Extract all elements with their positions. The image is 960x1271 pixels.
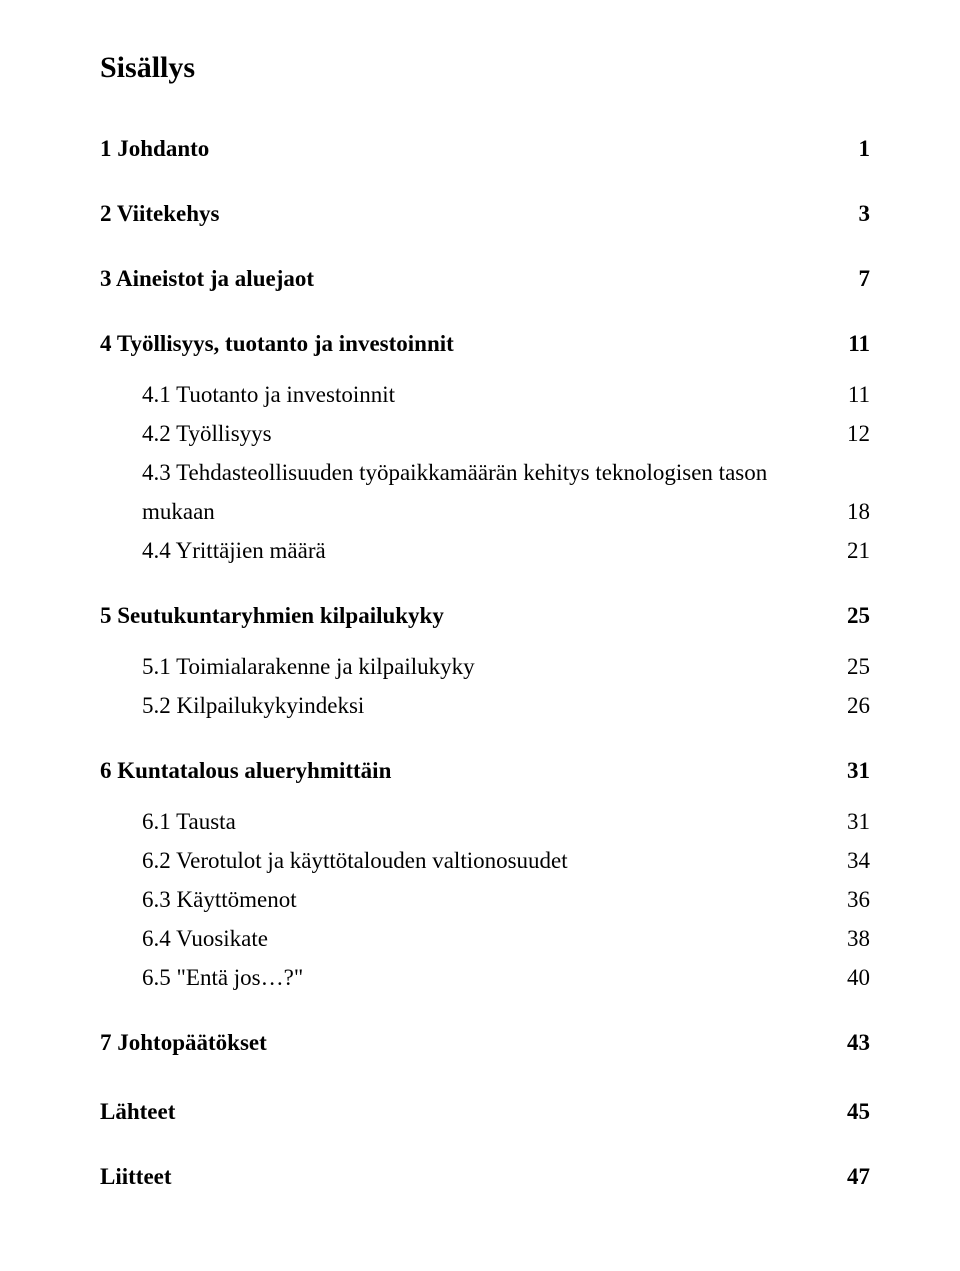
- toc-page: 3: [830, 198, 870, 229]
- page-title: Sisällys: [100, 48, 870, 89]
- toc-label: 6 Kuntatalous alueryhmittäin: [100, 755, 830, 786]
- toc-label: 5.2 Kilpailukykyindeksi: [100, 690, 830, 721]
- toc-entry-2: 2 Viitekehys 3: [100, 198, 870, 229]
- toc-entry-3: 3 Aineistot ja aluejaot 7: [100, 263, 870, 294]
- toc-subentry-6-3: 6.3 Käyttömenot 36: [100, 884, 870, 915]
- toc-label: 6.4 Vuosikate: [100, 923, 830, 954]
- toc-label: 1 Johdanto: [100, 133, 830, 164]
- toc-page: 47: [830, 1161, 870, 1192]
- toc-page: 11: [830, 328, 870, 359]
- toc-label: 4.1 Tuotanto ja investoinnit: [100, 379, 830, 410]
- toc-page: 26: [830, 690, 870, 721]
- toc-entry-1: 1 Johdanto 1: [100, 133, 870, 164]
- toc-subentry-4-1: 4.1 Tuotanto ja investoinnit 11: [100, 379, 870, 410]
- toc-label: 4.2 Työllisyys: [100, 418, 830, 449]
- toc-subentry-6-4: 6.4 Vuosikate 38: [100, 923, 870, 954]
- toc-label: Liitteet: [100, 1161, 830, 1192]
- toc-label: 3 Aineistot ja aluejaot: [100, 263, 830, 294]
- toc-entry-4: 4 Työllisyys, tuotanto ja investoinnit 1…: [100, 328, 870, 359]
- toc-label: 6.1 Tausta: [100, 806, 830, 837]
- toc-subentry-5-1: 5.1 Toimialarakenne ja kilpailukyky 25: [100, 651, 870, 682]
- toc-page: 31: [830, 755, 870, 786]
- toc-subentry-6-5: 6.5 "Entä jos…?" 40: [100, 962, 870, 993]
- toc-subentry-5-2: 5.2 Kilpailukykyindeksi 26: [100, 690, 870, 721]
- toc-label: 2 Viitekehys: [100, 198, 830, 229]
- toc-label: Lähteet: [100, 1096, 830, 1127]
- toc-subentry-4-2: 4.2 Työllisyys 12: [100, 418, 870, 449]
- toc-entry-5: 5 Seutukuntaryhmien kilpailukyky 25: [100, 600, 870, 631]
- toc-subentry-4-3-line2: mukaan 18: [100, 496, 870, 527]
- toc-page: 34: [830, 845, 870, 876]
- toc-label: mukaan: [100, 496, 830, 527]
- toc-page: 11: [830, 379, 870, 410]
- toc-label: 7 Johtopäätökset: [100, 1027, 830, 1058]
- toc-page: 40: [830, 962, 870, 993]
- toc-page: 43: [830, 1027, 870, 1058]
- toc-label: 5.1 Toimialarakenne ja kilpailukyky: [100, 651, 830, 682]
- toc-subentry-4-3-line1: 4.3 Tehdasteollisuuden työpaikkamäärän k…: [100, 457, 870, 488]
- toc-subentry-6-1: 6.1 Tausta 31: [100, 806, 870, 837]
- toc-label: 6.5 "Entä jos…?": [100, 962, 830, 993]
- toc-page: 12: [830, 418, 870, 449]
- toc-label: 4 Työllisyys, tuotanto ja investoinnit: [100, 328, 830, 359]
- toc-subentry-4-4: 4.4 Yrittäjien määrä 21: [100, 535, 870, 566]
- toc-entry-lahteet: Lähteet 45: [100, 1096, 870, 1127]
- toc-page: 25: [830, 600, 870, 631]
- toc-page: 1: [830, 133, 870, 164]
- toc-page: 36: [830, 884, 870, 915]
- toc-page: 45: [830, 1096, 870, 1127]
- toc-entry-liitteet: Liitteet 47: [100, 1161, 870, 1192]
- toc-entry-7: 7 Johtopäätökset 43: [100, 1027, 870, 1058]
- toc-page: 18: [830, 496, 870, 527]
- toc-page: 38: [830, 923, 870, 954]
- toc-label: 6.3 Käyttömenot: [100, 884, 830, 915]
- toc-label: 4.4 Yrittäjien määrä: [100, 535, 830, 566]
- toc-entry-6: 6 Kuntatalous alueryhmittäin 31: [100, 755, 870, 786]
- toc-page: 31: [830, 806, 870, 837]
- toc-page: 7: [830, 263, 870, 294]
- toc-page: 21: [830, 535, 870, 566]
- toc-label: 5 Seutukuntaryhmien kilpailukyky: [100, 600, 830, 631]
- toc-subentry-6-2: 6.2 Verotulot ja käyttötalouden valtiono…: [100, 845, 870, 876]
- toc-label: 4.3 Tehdasteollisuuden työpaikkamäärän k…: [100, 457, 830, 488]
- toc-label: 6.2 Verotulot ja käyttötalouden valtiono…: [100, 845, 830, 876]
- toc-page: 25: [830, 651, 870, 682]
